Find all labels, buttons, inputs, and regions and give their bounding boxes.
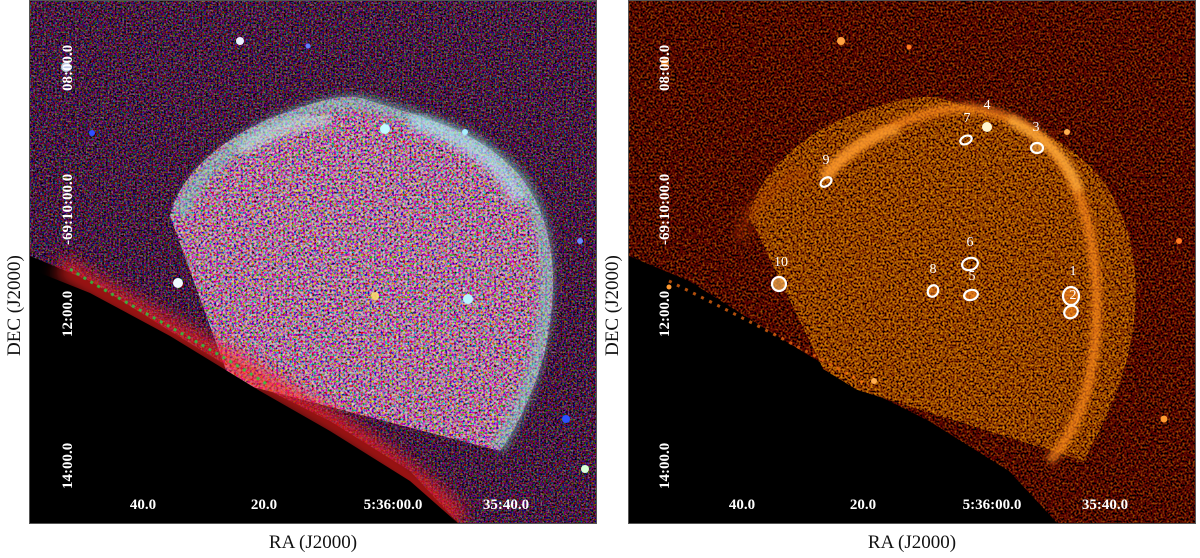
rgb-composite-image: 08:00.0 -69:10:00.0 12:00.0 14:00.0 40.0… (29, 0, 597, 524)
region-9-ellipse (819, 176, 833, 188)
region-8-ellipse (926, 284, 940, 298)
region-3-ellipse (1029, 141, 1045, 155)
region-label-7: 7 (963, 111, 971, 126)
x-axis-label-right: RA (J2000) (867, 532, 957, 553)
y-tick-left-3: 14:00.0 (60, 442, 76, 489)
x-tick-right-2: 5:36:00.0 (962, 497, 1022, 513)
heat-map-image: 1 2 3 4 5 6 7 8 9 10 08:00.0 -69:10:00.0… (628, 0, 1196, 524)
heat-image-canvas (629, 1, 1195, 523)
region-label-5: 5 (968, 269, 976, 284)
region-5-ellipse (963, 288, 979, 302)
x-tick-left-1: 20.0 (250, 497, 278, 513)
y-tick-right-1: -69:10:00.0 (657, 173, 673, 245)
x-tick-right-3: 35:40.0 (1081, 497, 1129, 513)
region-label-9: 9 (822, 153, 830, 168)
region-7-ellipse (959, 134, 973, 146)
y-tick-right-2: 12:00.0 (657, 290, 673, 337)
x-tick-left-2: 5:36:00.0 (363, 497, 423, 513)
rgb-image-canvas (30, 1, 596, 523)
region-label-6: 6 (966, 235, 974, 250)
y-tick-left-1: -69:10:00.0 (60, 173, 76, 245)
region-label-1: 1 (1069, 264, 1077, 279)
x-tick-left-0: 40.0 (129, 497, 157, 513)
x-tick-right-0: 40.0 (728, 497, 756, 513)
y-tick-left-0: 08:00.0 (60, 44, 76, 91)
y-tick-left-2: 12:00.0 (60, 290, 76, 337)
region-label-2: 2 (1069, 288, 1077, 303)
y-axis-label-right: DEC (J2000) (602, 255, 623, 356)
region-ellipses (770, 134, 1081, 320)
region-label-3: 3 (1032, 120, 1040, 135)
y-axis-label-left: DEC (J2000) (4, 255, 25, 356)
x-axis-label-left: RA (J2000) (268, 532, 358, 553)
region-2-ellipse (1063, 304, 1079, 320)
region-10-ellipse (770, 275, 788, 293)
region-6-ellipse (961, 256, 979, 272)
region-label-4: 4 (983, 98, 991, 113)
y-tick-right-0: 08:00.0 (657, 44, 673, 91)
region-label-10: 10 (774, 255, 788, 270)
x-tick-right-1: 20.0 (849, 497, 877, 513)
x-tick-left-3: 35:40.0 (482, 497, 530, 513)
y-tick-right-3: 14:00.0 (657, 442, 673, 489)
region-label-8: 8 (929, 262, 937, 277)
